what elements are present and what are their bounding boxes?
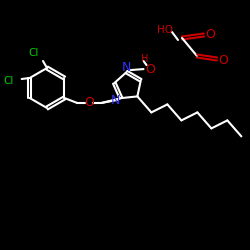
Text: N: N	[122, 60, 131, 74]
Text: H: H	[141, 54, 148, 64]
Text: Cl: Cl	[29, 48, 39, 58]
Text: HO: HO	[157, 25, 173, 35]
Text: O: O	[84, 96, 94, 110]
Text: Cl: Cl	[4, 76, 14, 86]
Text: O: O	[146, 62, 156, 76]
Text: O: O	[205, 28, 215, 42]
Text: O: O	[218, 54, 228, 66]
Text: N: N	[110, 94, 120, 106]
